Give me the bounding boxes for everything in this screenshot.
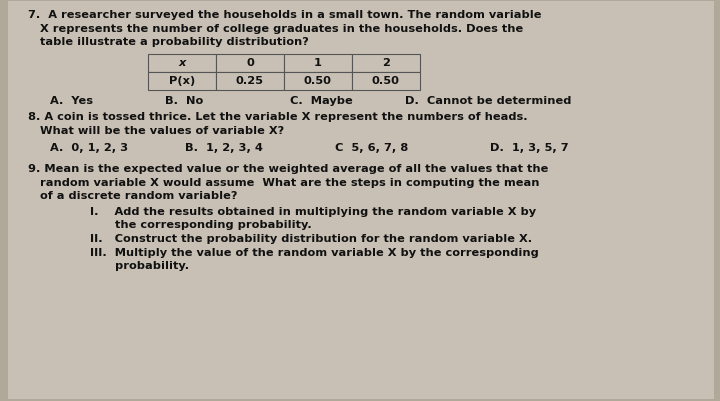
Text: III.  Multiply the value of the random variable X by the corresponding: III. Multiply the value of the random va… (90, 247, 539, 257)
Bar (216, 72, 284, 90)
Bar (352, 72, 420, 90)
Text: C.  Maybe: C. Maybe (290, 95, 353, 105)
Text: of a discrete random variable?: of a discrete random variable? (40, 191, 238, 201)
Text: the corresponding probability.: the corresponding probability. (115, 220, 312, 230)
Text: 7.  A researcher surveyed the households in a small town. The random variable: 7. A researcher surveyed the households … (28, 10, 541, 20)
Text: 1: 1 (314, 59, 322, 68)
Text: probability.: probability. (115, 260, 189, 270)
Text: P(x): P(x) (169, 76, 195, 86)
Text: x: x (179, 59, 186, 68)
Text: 2: 2 (382, 59, 390, 68)
Text: 8. A coin is tossed thrice. Let the variable X represent the numbers of heads.: 8. A coin is tossed thrice. Let the vari… (28, 112, 528, 122)
Bar (148, 55, 216, 72)
Text: B.  1, 2, 3, 4: B. 1, 2, 3, 4 (185, 143, 263, 153)
Bar (352, 55, 420, 72)
Text: random variable X would assume  What are the steps in computing the mean: random variable X would assume What are … (40, 178, 539, 188)
Text: table illustrate a probability distribution?: table illustrate a probability distribut… (40, 37, 309, 47)
Text: B.  No: B. No (165, 95, 203, 105)
Text: 0.50: 0.50 (372, 76, 400, 86)
Text: What will be the values of variable X?: What will be the values of variable X? (40, 125, 284, 135)
Text: D.  1, 3, 5, 7: D. 1, 3, 5, 7 (490, 143, 569, 153)
Text: II.   Construct the probability distribution for the random variable X.: II. Construct the probability distributi… (90, 233, 532, 243)
Bar (284, 55, 352, 72)
Text: D.  Cannot be determined: D. Cannot be determined (405, 95, 572, 105)
Bar (284, 72, 352, 90)
Text: 0.25: 0.25 (236, 76, 264, 86)
Text: 0: 0 (246, 59, 254, 68)
Text: X represents the number of college graduates in the households. Does the: X represents the number of college gradu… (40, 23, 523, 33)
FancyBboxPatch shape (8, 2, 714, 399)
Text: C  5, 6, 7, 8: C 5, 6, 7, 8 (335, 143, 408, 153)
Text: 0.50: 0.50 (304, 76, 332, 86)
Text: A.  Yes: A. Yes (50, 95, 93, 105)
Bar (148, 72, 216, 90)
Text: 9. Mean is the expected value or the weighted average of all the values that the: 9. Mean is the expected value or the wei… (28, 164, 549, 174)
Text: A.  0, 1, 2, 3: A. 0, 1, 2, 3 (50, 143, 128, 153)
Bar (216, 55, 284, 72)
Text: I.    Add the results obtained in multiplying the random variable X by: I. Add the results obtained in multiplyi… (90, 207, 536, 217)
